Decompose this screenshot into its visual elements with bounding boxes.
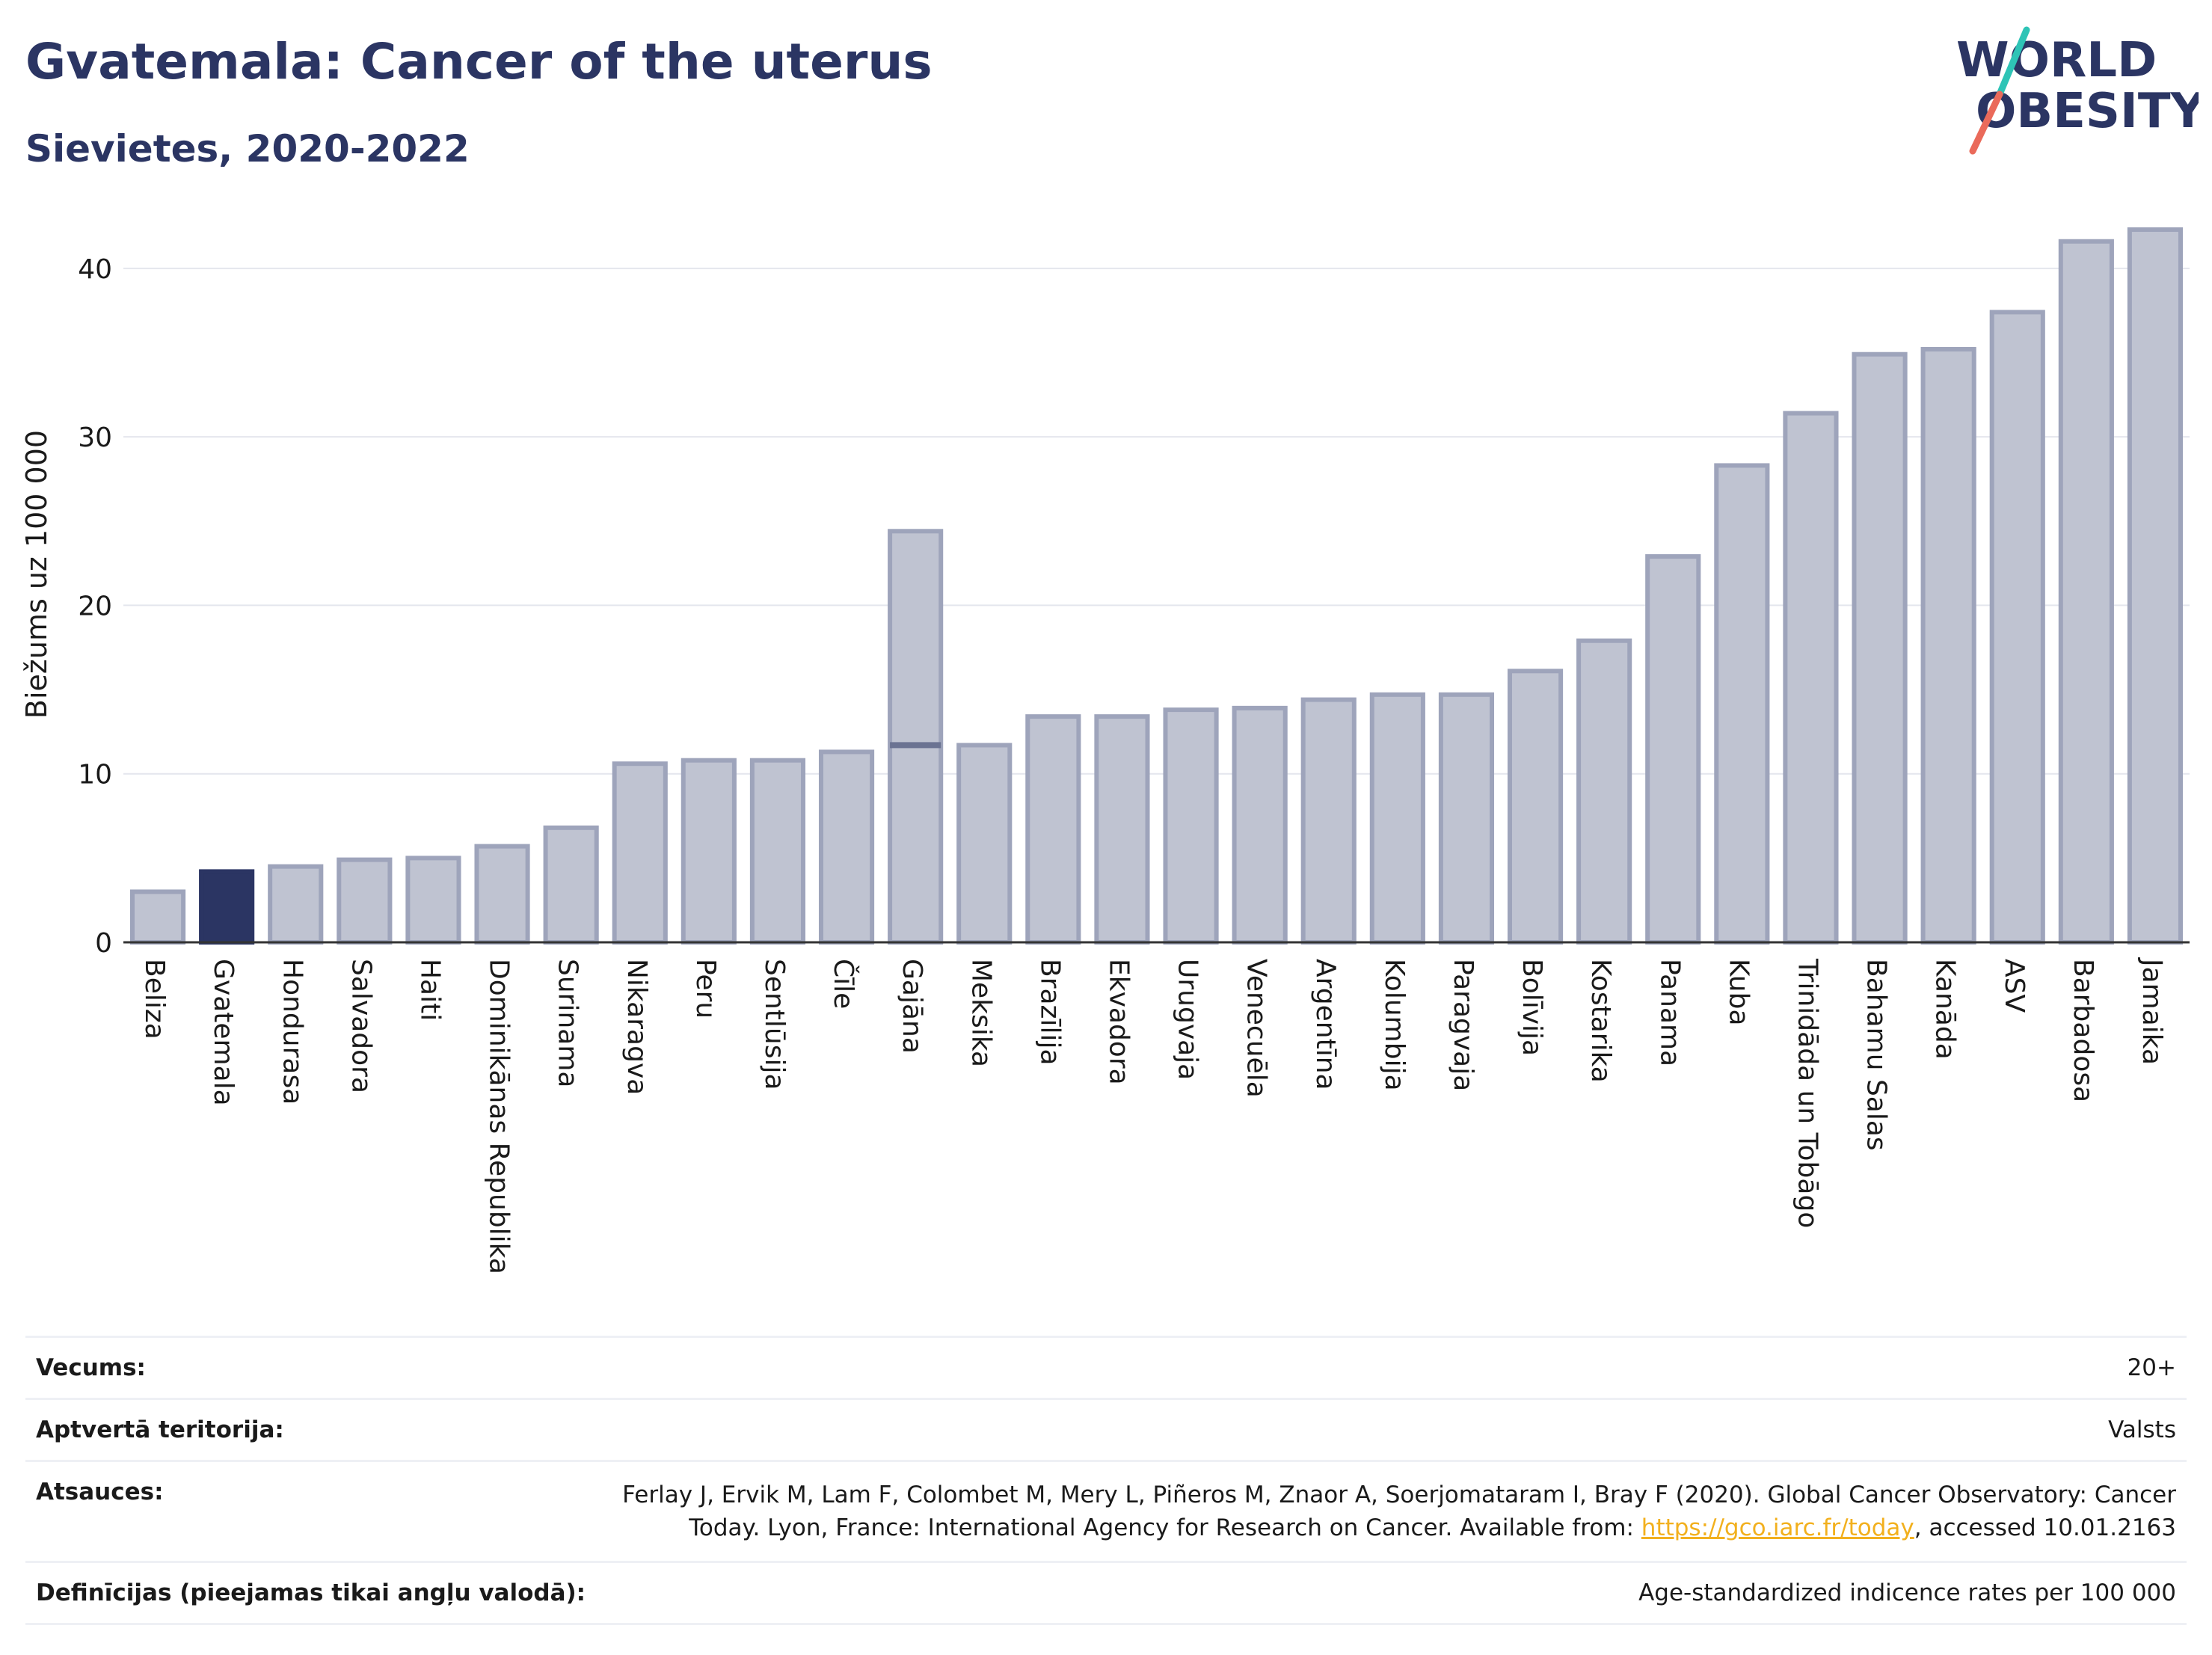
x-tick-label: Ekvadora xyxy=(1103,959,1134,1085)
x-tick-label: Peru xyxy=(690,959,721,1019)
x-tick-label: Nikaragva xyxy=(621,959,652,1095)
x-tick-label: Sentlūsija xyxy=(759,959,790,1090)
bar-28 xyxy=(2058,239,2114,945)
reference-line-1: Ferlay J, Ervik M, Lam F, Colombet M, Me… xyxy=(622,1481,2176,1508)
bar-27 xyxy=(1989,310,2045,945)
y-tick-label: 40 xyxy=(78,254,112,285)
x-tick-label: Bolīvija xyxy=(1517,959,1547,1056)
y-axis-label: Biežums uz 100 000 xyxy=(20,430,53,719)
logo-slash-bottom xyxy=(1969,90,2003,155)
x-tick-label: Jamaika xyxy=(2136,957,2167,1065)
page-subtitle: Sievietes, 2020-2022 xyxy=(25,127,470,171)
bar-6 xyxy=(543,825,599,945)
bar-13 xyxy=(1025,714,1081,945)
meta-value-definitions: Age-standardized indicence rates per 100… xyxy=(1638,1579,2176,1606)
x-tick-label: Salvadora xyxy=(345,959,376,1093)
x-tick-label: Hondurasa xyxy=(277,959,307,1105)
reference-line-2-post: , accessed 10.01.2163 xyxy=(1914,1514,2176,1541)
x-tick-label: Beliza xyxy=(139,959,170,1040)
x-tick-label: Haiti xyxy=(414,959,445,1021)
meta-label-territory: Aptvertā teritorija: xyxy=(36,1416,284,1443)
x-tick-label: Paragvaja xyxy=(1448,959,1478,1091)
x-tick-label: Kuba xyxy=(1723,959,1754,1026)
x-tick-label: Kanāda xyxy=(1930,959,1961,1060)
y-tick-labels: 0 10 20 30 40 xyxy=(78,254,112,959)
bar-8 xyxy=(681,758,737,945)
bar-10 xyxy=(818,749,875,945)
bar-chart: 0 10 20 30 40 Beliza Gvatemala Hondurasa Salvad… xyxy=(20,227,2190,1274)
meta-row-age: Vecums: 20+ xyxy=(25,1336,2187,1398)
logo-text-obesity: OBESITY xyxy=(1976,84,2199,139)
meta-row-definitions: Definīcijas (pieejamas tikai angļu valod… xyxy=(25,1561,2187,1625)
meta-row-territory: Aptvertā teritorija: Valsts xyxy=(25,1398,2187,1460)
bars xyxy=(129,227,2184,945)
y-tick-label: 30 xyxy=(78,423,112,453)
bar-0 xyxy=(129,889,186,945)
logo-slash-top xyxy=(1996,26,2030,98)
bar-15 xyxy=(1163,707,1219,945)
x-tick-label: Venecuēla xyxy=(1241,959,1272,1098)
bar-4 xyxy=(405,856,461,945)
bar-5 xyxy=(474,844,530,945)
grid-lines xyxy=(123,267,2190,775)
world-obesity-logo: WORLD OBESITY xyxy=(1956,26,2199,155)
meta-label-age: Vecums: xyxy=(36,1354,146,1381)
meta-value-age: 20+ xyxy=(2127,1354,2176,1381)
bar-2 xyxy=(268,864,324,945)
y-tick-label: 20 xyxy=(78,591,112,621)
bar-23 xyxy=(1714,463,1770,945)
reference-line-2-pre: Today. Lyon, France: International Agenc… xyxy=(689,1514,1641,1541)
x-tick-label: Meksika xyxy=(965,959,996,1067)
x-tick-label: Brazīlija xyxy=(1034,959,1065,1066)
x-tick-label: Dominikānas Republika xyxy=(484,959,514,1274)
meta-value-references: Ferlay J, Ervik M, Lam F, Colombet M, Me… xyxy=(622,1479,2176,1544)
bar-1 xyxy=(199,869,255,945)
bar-29 xyxy=(2127,227,2184,945)
bar-22 xyxy=(1645,554,1701,945)
x-tick-label: Panama xyxy=(1654,959,1685,1066)
logo-text-world: WORLD xyxy=(1956,33,2157,88)
bar-7 xyxy=(612,761,668,945)
x-category-labels: Beliza Gvatemala Hondurasa Salvadora Haiti Do… xyxy=(139,957,2167,1274)
x-tick-label: Surinama xyxy=(553,959,583,1087)
x-tick-label: ASV xyxy=(1999,959,2030,1013)
x-tick-label: Gvatemala xyxy=(208,959,239,1106)
meta-label-definitions: Definīcijas (pieejamas tikai angļu valod… xyxy=(36,1579,586,1606)
x-tick-label: Argentīna xyxy=(1310,959,1341,1090)
bar-17 xyxy=(1300,697,1357,945)
bar-12 xyxy=(956,743,1013,945)
y-tick-label: 0 xyxy=(95,928,112,959)
page-title: Gvatemala: Cancer of the uterus xyxy=(25,33,933,90)
bar-21 xyxy=(1576,638,1632,945)
reference-link[interactable]: https://gco.iarc.fr/today xyxy=(1641,1514,1914,1541)
meta-label-references: Atsauces: xyxy=(36,1479,164,1505)
x-tick-label: Bahamu Salas xyxy=(1861,959,1892,1151)
x-tick-label: Gajāna xyxy=(897,959,927,1054)
x-tick-label: Kolumbija xyxy=(1379,959,1410,1091)
bar-16 xyxy=(1232,705,1288,945)
meta-row-references: Atsauces: Ferlay J, Ervik M, Lam F, Colo… xyxy=(25,1460,2187,1561)
bar-14 xyxy=(1094,714,1150,945)
bar-19 xyxy=(1438,692,1495,945)
metadata-table: Vecums: 20+ Aptvertā teritorija: Valsts … xyxy=(25,1336,2187,1625)
bar-26 xyxy=(1920,346,1976,945)
bar-9 xyxy=(749,758,806,945)
x-tick-label: Trinidāda un Tobāgo xyxy=(1792,958,1822,1228)
bar-24 xyxy=(1783,411,1839,945)
bar-25 xyxy=(1852,351,1908,945)
x-tick-label: Kostarika xyxy=(1585,959,1616,1083)
x-tick-label: Čīle xyxy=(828,959,859,1009)
y-tick-label: 10 xyxy=(78,760,112,790)
bar-20 xyxy=(1507,669,1564,945)
meta-value-territory: Valsts xyxy=(2108,1416,2176,1443)
x-tick-label: Urugvaja xyxy=(1173,959,1203,1080)
bar-11 xyxy=(888,529,944,945)
x-tick-label: Barbadosa xyxy=(2068,959,2098,1102)
bar-18 xyxy=(1369,692,1425,945)
bar-3 xyxy=(337,857,393,945)
